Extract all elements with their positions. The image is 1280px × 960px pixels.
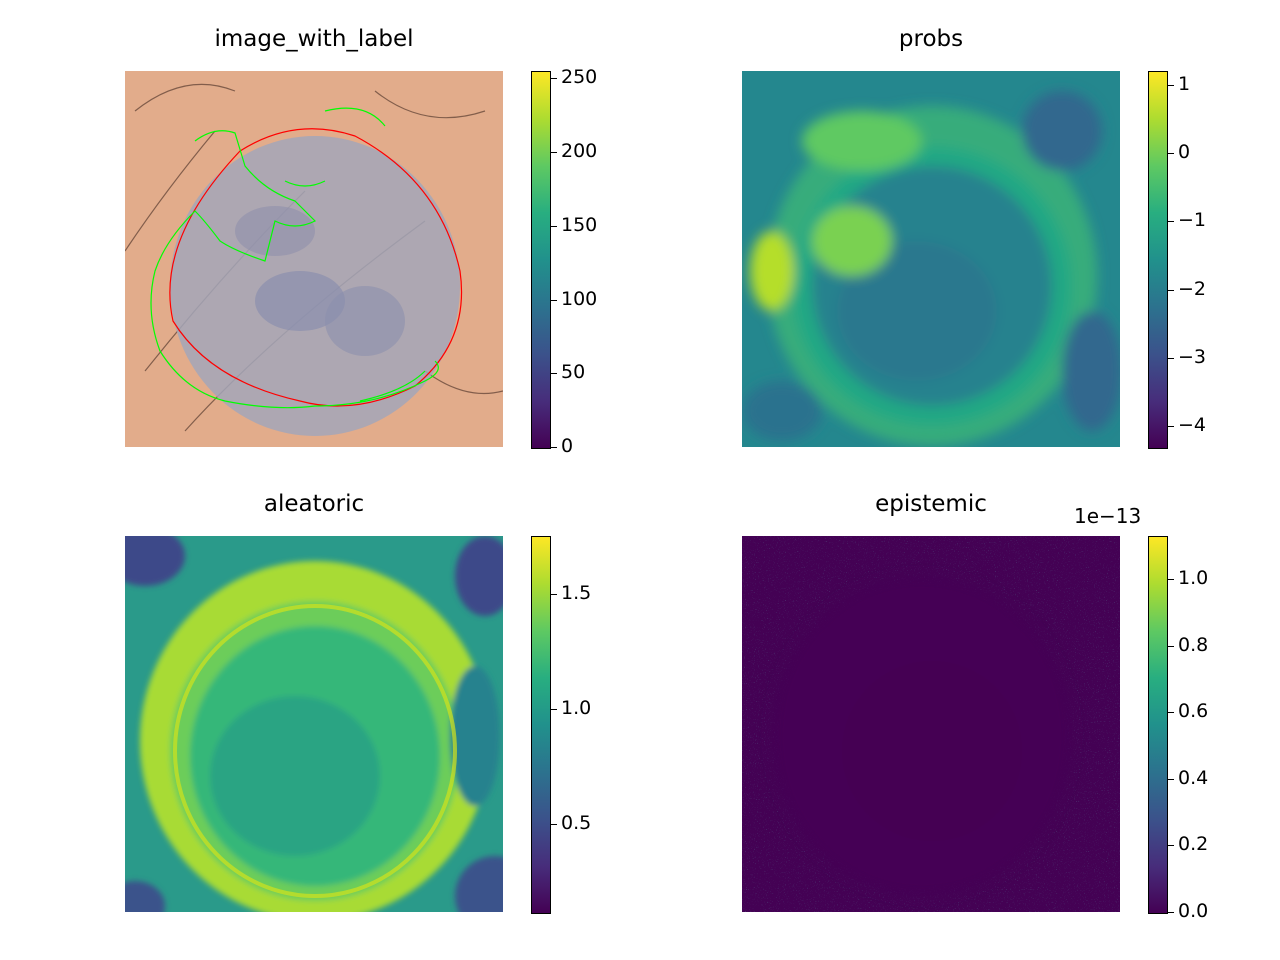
colorbar-tick-label: 1.0 (561, 697, 592, 719)
colorbar-tick-mark (1168, 646, 1174, 647)
colorbar-tick-mark (551, 594, 557, 595)
colorbar-tick-mark (551, 709, 557, 710)
colorbar-tick-mark (551, 300, 557, 301)
colorbar-tick-mark (1168, 779, 1174, 780)
colorbar-tick-mark (1168, 426, 1174, 427)
colorbar-tick-label: 150 (561, 214, 598, 236)
colorbar-tick-label: 0.6 (1178, 700, 1209, 722)
colorbar-aleatoric (531, 536, 551, 914)
colorbar-tick-mark (1168, 85, 1174, 86)
colorbar-tick-mark (1168, 712, 1174, 713)
colorbar-tick-mark (1168, 912, 1174, 913)
colorbar-tick-mark (551, 78, 557, 79)
panel-title-aleatoric: aleatoric (263, 491, 365, 517)
colorbar-tick-label: 200 (561, 140, 598, 162)
colorbar-tick-label: 1.5 (561, 582, 592, 604)
colorbar-tick-mark (1168, 221, 1174, 222)
colorbar-tick-mark (1168, 845, 1174, 846)
colorbar-tick-label: 0.8 (1178, 634, 1209, 656)
colorbar-tick-label: 250 (561, 66, 598, 88)
colorbar-tick-label: −2 (1178, 278, 1207, 300)
panel-title-image-with-label: image_with_label (214, 26, 414, 52)
image-with-label-heatmap (125, 71, 503, 447)
colorbar-tick-label: 0.5 (561, 812, 592, 834)
probs-heatmap (742, 71, 1120, 447)
colorbar-tick-label: 1.0 (1178, 567, 1209, 589)
colorbar-tick-label: 1 (1178, 73, 1191, 95)
colorbar-tick-label: 50 (561, 361, 586, 383)
colorbar-tick-label: 0.0 (1178, 900, 1209, 922)
colorbar-tick-mark (1168, 153, 1174, 154)
colorbar-tick-label: 0.2 (1178, 833, 1209, 855)
aleatoric-heatmap (125, 536, 503, 912)
colorbar-tick-mark (551, 152, 557, 153)
panel-title-epistemic: epistemic (875, 491, 987, 517)
colorbar-tick-label: 0.4 (1178, 767, 1209, 789)
colorbar-tick-mark (1168, 579, 1174, 580)
colorbar-tick-mark (551, 226, 557, 227)
colorbar-tick-label: 0 (1178, 141, 1191, 163)
colorbar-tick-mark (1168, 290, 1174, 291)
colorbar-image-with-label (531, 71, 551, 449)
colorbar-tick-mark (551, 447, 557, 448)
colorbar-tick-mark (551, 824, 557, 825)
colorbar-probs (1148, 71, 1168, 449)
colorbar-tick-mark (1168, 358, 1174, 359)
panel-title-probs: probs (898, 26, 964, 52)
colorbar-epistemic (1148, 536, 1168, 914)
colorbar-tick-label: 100 (561, 288, 598, 310)
colorbar-tick-label: −4 (1178, 414, 1207, 436)
colorbar-tick-label: −1 (1178, 209, 1207, 231)
epistemic-colorbar-offset: 1e−13 (1074, 504, 1142, 528)
colorbar-tick-label: 0 (561, 435, 574, 457)
epistemic-heatmap (742, 536, 1120, 912)
colorbar-tick-mark (551, 373, 557, 374)
colorbar-tick-label: −3 (1178, 346, 1207, 368)
